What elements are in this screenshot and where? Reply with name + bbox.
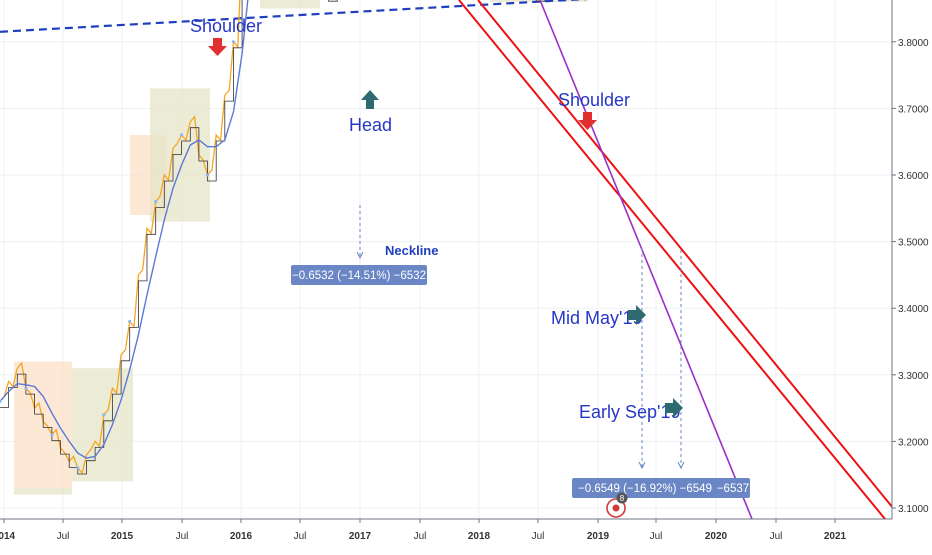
- x-tick-label-3: Jul: [176, 531, 189, 542]
- measure-arrow-0: [356, 251, 364, 260]
- trend-layer: [458, 0, 903, 520]
- price-point-0: [0, 399, 2, 403]
- x-tick-label-9: Jul: [532, 531, 545, 542]
- right-arrow-may: [628, 305, 646, 325]
- right-arrow-sep: [665, 398, 683, 418]
- trend-line-red-upper: [458, 0, 886, 520]
- trend-line-red-lower: [477, 0, 903, 520]
- y-tick-label-15: 3.1000: [898, 504, 929, 515]
- price-point-6: [50, 433, 54, 437]
- measure-label-2: −6537: [717, 483, 749, 495]
- price-point-9: [76, 466, 80, 470]
- x-axis-bg: [0, 519, 892, 550]
- y-tick-label-11: 3.5000: [898, 238, 929, 249]
- measure-arrow-1: [638, 461, 646, 470]
- event-badge-dot: [612, 504, 620, 512]
- x-tick-label-8: 2018: [468, 531, 491, 542]
- measure-label-box-1: [572, 478, 718, 498]
- x-tick-label-0: 2014: [0, 531, 16, 542]
- y-tick-label-12: 3.4000: [898, 304, 929, 315]
- moving-average-line: [0, 0, 249, 459]
- x-tick-label-4: 2016: [230, 531, 253, 542]
- price-point-15: [128, 319, 132, 324]
- measure-label-box-2: [716, 478, 750, 498]
- annotation-3: Neckline: [385, 243, 438, 258]
- x-tick-label-10: 2019: [587, 531, 610, 542]
- x-tick-label-13: Jul: [770, 531, 783, 542]
- x-tick-label-6: 2017: [349, 531, 372, 542]
- price-point-18: [154, 200, 158, 204]
- y-tick-label-9: 3.7000: [898, 104, 929, 115]
- y-tick-label-14: 3.2000: [898, 437, 929, 448]
- price-point-27: [231, 40, 236, 44]
- price-point-24: [205, 173, 210, 177]
- neckline-layer: [0, 0, 588, 33]
- annotation-2: Shoulder: [558, 90, 630, 110]
- annotation-1: Head: [349, 115, 392, 135]
- measure-arrow-2: [677, 461, 685, 470]
- x-tick-label-2: 2015: [111, 531, 134, 542]
- neckline: [0, 0, 588, 33]
- shaded-range-7: [260, 0, 320, 9]
- x-tick-label-7: Jul: [414, 531, 427, 542]
- annotation-4: Mid May'19: [551, 308, 642, 328]
- shaded-range-4: [150, 88, 210, 222]
- x-tick-label-12: 2020: [705, 531, 728, 542]
- measure-label-0: −0.6532 (−14.51%) −6532: [292, 270, 426, 282]
- y-tick-label-13: 3.3000: [898, 371, 929, 382]
- event-badge-count: 8: [620, 494, 625, 503]
- price-point-3: [24, 386, 28, 390]
- y-tick-label-8: 3.8000: [898, 38, 929, 49]
- down-arrow-left-shoulder: [208, 38, 227, 56]
- x-tick-label-11: Jul: [650, 531, 663, 542]
- measure-label-1: −0.6549 (−16.92%) −6549: [578, 483, 712, 495]
- x-tick-label-14: 2021: [824, 531, 847, 542]
- down-arrow-right-shoulder: [578, 112, 597, 130]
- annotation-0: Shoulder: [190, 16, 262, 36]
- x-tick-label-5: Jul: [294, 531, 307, 542]
- y-axis-bg: [892, 0, 932, 550]
- grid-layer: [0, 0, 892, 519]
- shaded-range-1: [14, 488, 72, 495]
- annotation-5: Early Sep'19: [579, 402, 681, 422]
- measure-layer: −0.6532 (−14.51%) −6532 −0.6549 (−16.92%)…: [291, 205, 750, 498]
- event-badge-count-bg: [616, 492, 628, 504]
- up-arrow-head: [361, 90, 379, 109]
- price-point-12: [102, 413, 106, 417]
- y-tick-label-10: 3.6000: [898, 171, 929, 182]
- annotation-layer: Shoulder Head Shoulder Neckline Mid May'19 Ea…: [190, 16, 683, 518]
- measure-label-box-0: [291, 265, 427, 285]
- price-step-line: [0, 0, 546, 475]
- price-series-line: [0, 0, 241, 475]
- trend-line-purple: [539, 0, 753, 520]
- x-tick-label-1: Jul: [57, 531, 70, 542]
- price-point-21: [180, 133, 184, 137]
- series-layer: [0, 0, 546, 475]
